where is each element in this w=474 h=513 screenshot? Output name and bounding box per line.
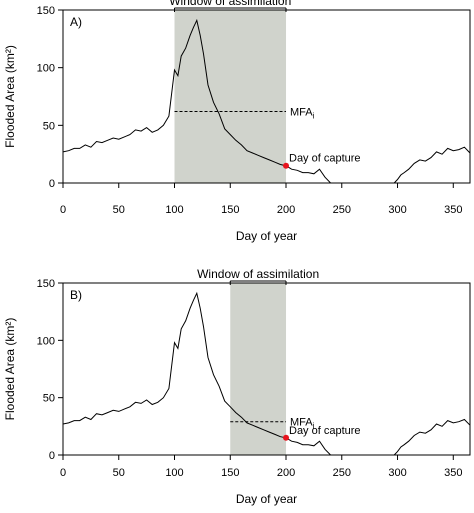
capture-point (283, 434, 290, 441)
x-tick-label: 250 (333, 467, 351, 479)
x-tick-label: 50 (113, 204, 125, 216)
y-tick-label: 0 (49, 178, 55, 190)
panel-label: A) (70, 15, 82, 29)
mfa-label: MFAi (290, 417, 315, 431)
y-tick-label: 100 (37, 335, 55, 347)
x-tick-label: 150 (221, 467, 239, 479)
flooded-area-line (62, 18, 471, 184)
x-tick-label: 200 (277, 204, 295, 216)
window-label: Window of assimilation (197, 267, 319, 281)
x-tick-label: 300 (388, 467, 406, 479)
x-tick-label: 0 (60, 467, 66, 479)
y-axis-label: Flooded Area (km²) (3, 45, 17, 148)
x-axis-label: Day of year (236, 229, 297, 243)
mfa-label-main: MFA (290, 106, 313, 118)
capture-label: Day of capture (289, 425, 361, 437)
window-label: Window of assimilation (169, 0, 291, 8)
mfa-label: MFAi (290, 106, 315, 120)
mfa-label-main: MFA (290, 417, 313, 429)
x-tick-label: 350 (444, 204, 462, 216)
panel-label: B) (70, 288, 82, 302)
capture-point (283, 162, 290, 169)
assimilation-window-shade (230, 283, 287, 455)
x-tick-label: 300 (388, 204, 406, 216)
mfa-label-subscript: i (313, 111, 315, 120)
x-tick-label: 250 (333, 204, 351, 216)
assimilation-window-shade (174, 10, 287, 183)
x-tick-label: 150 (221, 204, 239, 216)
y-tick-label: 0 (49, 450, 55, 462)
chart-panel-b: Window of assimilation 0 50 100 150 200 250 300… (3, 267, 471, 506)
flooded-area-line (62, 291, 471, 456)
capture-label: Day of capture (289, 153, 361, 165)
x-axis-label: Day of year (236, 492, 297, 506)
y-tick-label: 50 (43, 393, 55, 405)
y-tick-label: 150 (37, 5, 55, 17)
chart-panel-a: Window of assimilation 0 50 100 150 200 250 300… (3, 0, 471, 243)
x-tick-label: 200 (277, 467, 295, 479)
y-tick-label: 150 (37, 278, 55, 290)
x-tick-label: 350 (444, 467, 462, 479)
x-tick-label: 50 (113, 467, 125, 479)
y-tick-label: 50 (43, 120, 55, 132)
plot-frame (62, 282, 471, 456)
x-tick-label: 100 (165, 204, 183, 216)
y-tick-label: 100 (37, 63, 55, 75)
plot-frame (62, 9, 471, 184)
x-tick-label: 0 (60, 204, 66, 216)
y-axis-label: Flooded Area (km²) (3, 318, 17, 421)
x-tick-label: 100 (165, 467, 183, 479)
mfa-label-subscript: i (313, 422, 315, 431)
